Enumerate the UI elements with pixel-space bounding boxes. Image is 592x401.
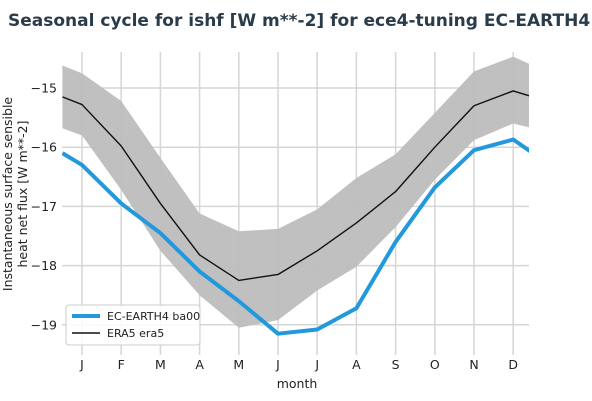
- x-tick-label: A: [195, 357, 204, 372]
- x-tick-label: J: [314, 357, 319, 372]
- chart-title: Seasonal cycle for ishf [W m**-2] for ec…: [8, 11, 592, 31]
- x-tick-label: N: [469, 357, 478, 372]
- x-tick-label: J: [79, 357, 84, 372]
- y-tick-label: −17: [31, 199, 57, 214]
- y-tick-label: −16: [31, 140, 57, 155]
- y-tick-label: −18: [31, 258, 57, 273]
- era5-range-band: [62, 56, 529, 328]
- legend-label: EC-EARTH4 ba00: [107, 310, 200, 323]
- legend: EC-EARTH4 ba00 ERA5 era5: [65, 304, 201, 346]
- legend-label: ERA5 era5: [107, 327, 164, 340]
- x-tick-label: A: [352, 357, 361, 372]
- x-axis-label: month: [277, 376, 318, 391]
- x-tick-label: O: [430, 357, 440, 372]
- x-tick-label: J: [275, 357, 280, 372]
- x-tick-label: S: [392, 357, 400, 372]
- x-tick-label: D: [508, 357, 518, 372]
- x-tick-label: M: [233, 357, 244, 372]
- ec-earth4-series-line: [62, 137, 529, 336]
- y-tick-label: −15: [31, 81, 57, 96]
- y-axis-label-line-1: Instantaneous surface sensible: [0, 97, 15, 292]
- y-axis-label: Instantaneous surface sensible heat net …: [0, 97, 30, 292]
- plot-area: −15 −16 −17 −18 −19 J F M A M J J A S O N D: [31, 52, 529, 372]
- y-tick-label: −19: [31, 317, 57, 332]
- y-axis-label-line-2: heat net flux [W m**-2]: [15, 120, 30, 267]
- era5-series-line: [62, 90, 529, 282]
- x-tick-label: F: [118, 357, 125, 372]
- x-tick-label: M: [155, 357, 166, 372]
